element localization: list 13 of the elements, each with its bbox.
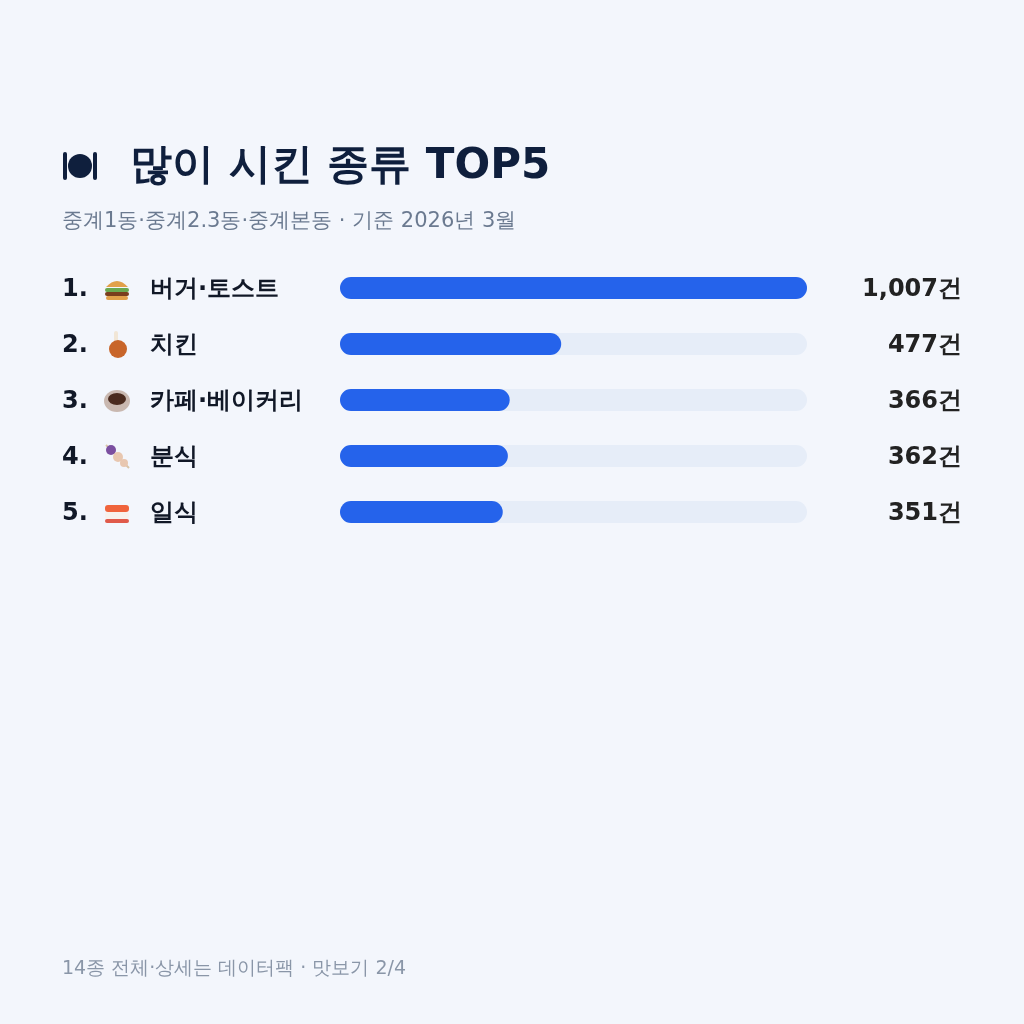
data-label: 366건: [887, 386, 962, 414]
category-label: 1. 버거·토스트: [62, 274, 280, 302]
data-label: 351건: [887, 498, 962, 526]
chart-title: 많이 시킨 종류 TOP5: [130, 138, 551, 190]
category-label: 3. 카페·베이커리: [62, 386, 304, 414]
chart-subtitle: 중계1동·중계2.3동·중계본동 · 기준 2026년 3월: [62, 207, 517, 234]
category-label: 2. 치킨: [62, 330, 198, 358]
category-label: 4. 분식: [62, 442, 198, 470]
text: 14종 전체·상세는 데이터팩 · 맛보기 2/4: [62, 955, 407, 980]
data-label: 362건: [887, 442, 962, 470]
category-label: 5. 일식: [62, 498, 198, 526]
data-label: 1,007건: [862, 274, 962, 302]
data-label: 477건: [887, 330, 962, 358]
